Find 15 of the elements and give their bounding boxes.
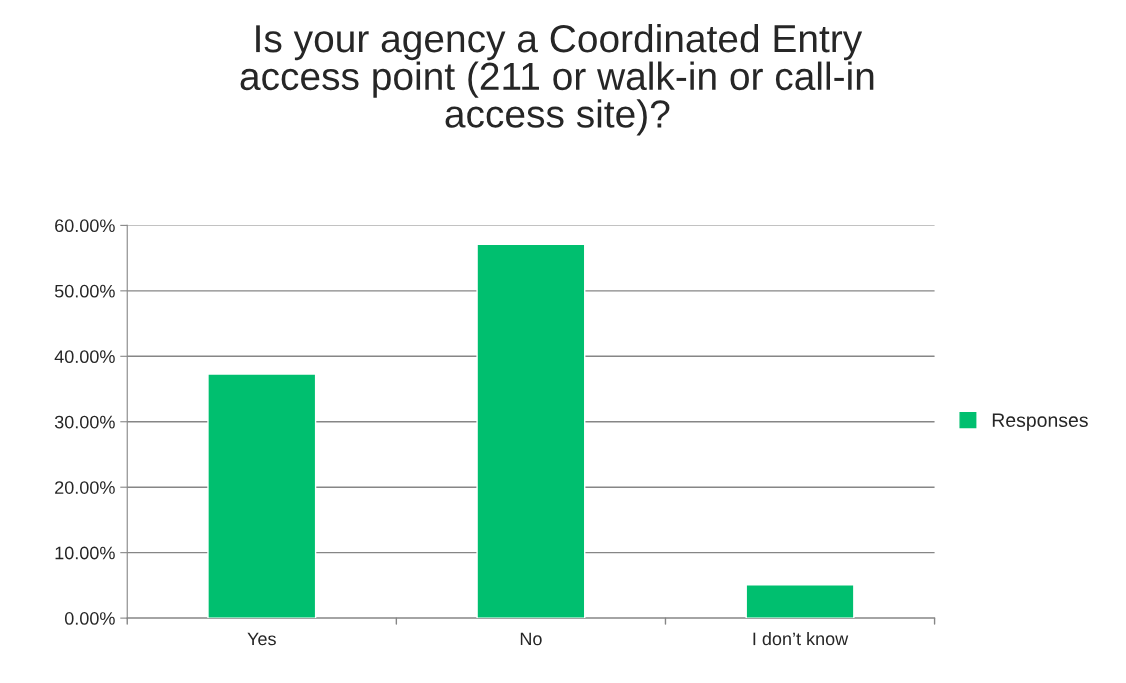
bar: [745, 584, 855, 619]
chart-title: Is your agency a Coordinated Entry access point (211 or walk-in or call-in access site)?: [240, 23, 874, 136]
y-tick-label: 0.00%: [64, 612, 115, 625]
x-tick-label: I don’t know: [753, 632, 849, 646]
x-tick-label: No: [520, 632, 542, 646]
x-tick-label: Yes: [247, 632, 276, 646]
y-tick-label: 20.00%: [55, 481, 115, 494]
y-tick-label: 30.00%: [54, 415, 115, 429]
y-tick-label: 10.00%: [55, 546, 115, 560]
y-tick-label: 50.00%: [54, 284, 115, 298]
bar: [476, 243, 586, 619]
legend-label: Responses: [992, 413, 1088, 431]
y-tick-label: 40.00%: [54, 350, 115, 364]
y-tick-label: 60.00%: [55, 219, 115, 233]
bar: [207, 373, 317, 619]
